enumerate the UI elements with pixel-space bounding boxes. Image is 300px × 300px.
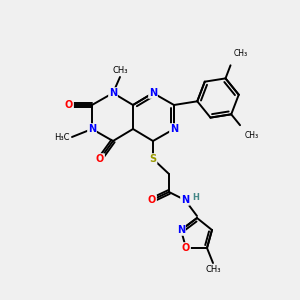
Text: S: S (149, 154, 157, 164)
Text: N: N (181, 195, 189, 205)
Text: H: H (192, 194, 199, 202)
Text: CH₃: CH₃ (245, 131, 259, 140)
Text: H₃C: H₃C (55, 133, 70, 142)
Text: N: N (88, 124, 96, 134)
Text: CH₃: CH₃ (205, 265, 221, 274)
Text: O: O (65, 100, 73, 110)
Text: CH₃: CH₃ (233, 49, 248, 58)
Text: CH₃: CH₃ (112, 66, 128, 75)
Text: N: N (177, 225, 185, 235)
Text: O: O (182, 243, 190, 253)
Text: O: O (96, 154, 104, 164)
Text: N: N (170, 124, 178, 134)
Text: O: O (148, 195, 156, 205)
Text: N: N (109, 88, 117, 98)
Text: N: N (149, 88, 157, 98)
